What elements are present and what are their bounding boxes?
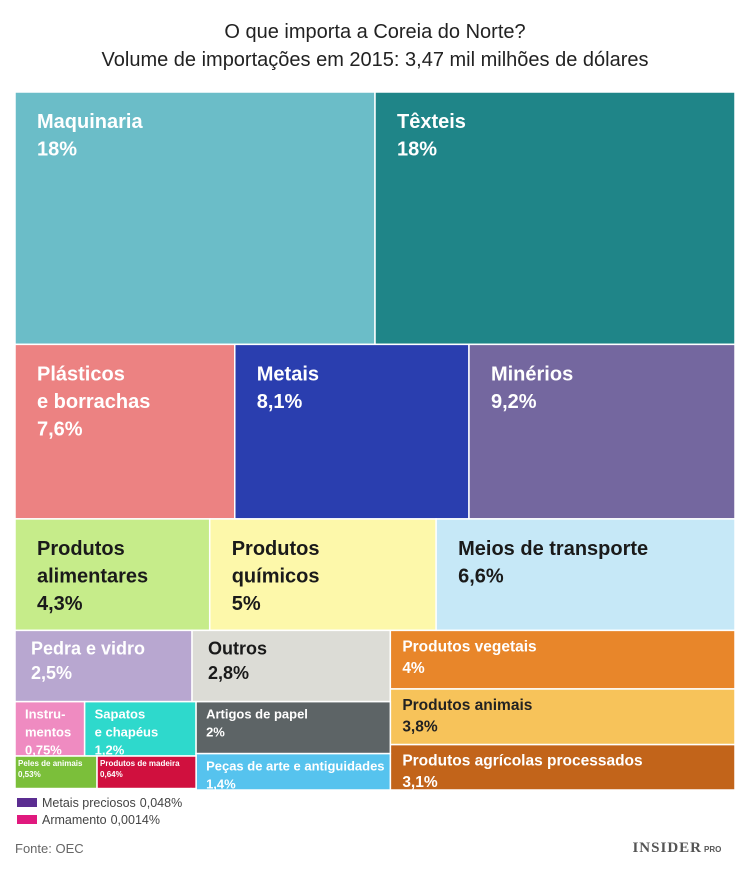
tile-label: Produtos químicos <box>232 538 320 588</box>
tile-label: Artigos de papel <box>206 707 308 722</box>
tile <box>83 700 197 757</box>
tile <box>14 343 236 520</box>
tile-value: 3,8% <box>402 718 438 735</box>
tile <box>14 787 192 791</box>
tile-label: Têxteis <box>397 111 466 133</box>
tile-label: Produtos agrícolas processados <box>402 753 642 770</box>
tile-value: 2,8% <box>208 663 249 683</box>
tile <box>195 700 392 755</box>
legend-label: Metais preciosos 0,048% <box>42 796 182 810</box>
tile <box>14 700 86 757</box>
tile-value: 4% <box>402 660 425 677</box>
tile-value: 2,5% <box>31 663 72 683</box>
tile <box>389 688 736 746</box>
tile-value: 8,1% <box>257 391 303 413</box>
tile <box>208 518 437 632</box>
tile <box>191 629 392 703</box>
tile-value: 0,75% <box>25 743 62 758</box>
tile-value: 4,3% <box>37 593 83 615</box>
tile-value: 3,1% <box>402 774 438 791</box>
tile-value: 6,6% <box>458 566 504 588</box>
brand-sup: PRO <box>704 845 721 854</box>
brand: INSIDER <box>632 840 702 856</box>
tile-value: 5% <box>232 593 261 615</box>
tile <box>14 91 376 346</box>
tile-value: 18% <box>397 139 437 161</box>
tile-label: Peles de animais <box>18 759 83 768</box>
tile-label: Metais <box>257 363 319 385</box>
tile <box>195 752 392 791</box>
tile <box>389 629 736 690</box>
tile-label: Plásticos e borrachas <box>37 363 150 413</box>
tile <box>468 343 736 520</box>
tile-value: 0,64% <box>100 770 123 779</box>
legend: Metais preciosos 0,048% Armamento 0,0014% <box>17 796 182 827</box>
chart-subtitle: Volume de importações em 2015: 3,47 mil … <box>102 49 649 71</box>
tile-value: 18% <box>37 139 77 161</box>
tile-label: Meios de transporte <box>458 538 648 560</box>
tile <box>190 787 197 791</box>
tile-label: Sapatos e chapéus <box>95 707 159 740</box>
tile-value: 0,53% <box>18 770 41 779</box>
tile-value: 1,2% <box>95 743 125 758</box>
tile-label: Maquinaria <box>37 111 143 133</box>
treemap: Maquinaria 18% Têxteis 18% Plásticos e borrac… <box>14 91 736 792</box>
tile-label: Produtos de madeira <box>100 759 180 768</box>
tile-value: 9,2% <box>491 391 537 413</box>
tile-value: 7,6% <box>37 419 83 441</box>
tile <box>14 518 211 632</box>
legend-swatch <box>17 798 37 807</box>
tile-label: Pedra e vidro <box>31 638 145 658</box>
tile <box>14 629 193 703</box>
tile-label: Minérios <box>491 363 573 385</box>
chart-title: O que importa a Coreia do Norte? <box>224 21 525 43</box>
tile-value: 1,4% <box>206 777 236 792</box>
tile-label: Peças de arte e antiguidades <box>206 759 384 774</box>
tile-value: 2% <box>206 725 225 740</box>
tile <box>234 343 470 520</box>
tile-label: Produtos vegetais <box>402 638 536 655</box>
tile <box>389 743 736 791</box>
tile <box>374 91 736 346</box>
tile-label: Outros <box>208 638 267 658</box>
legend-label: Armamento 0,0014% <box>42 813 160 827</box>
tile-label: Produtos alimentares <box>37 538 148 588</box>
tile-label: Instru-mentos <box>25 707 71 740</box>
tile <box>435 518 736 632</box>
legend-swatch <box>17 815 37 824</box>
source: Fonte: OEC <box>15 841 84 856</box>
tile-label: Produtos animais <box>402 697 532 714</box>
